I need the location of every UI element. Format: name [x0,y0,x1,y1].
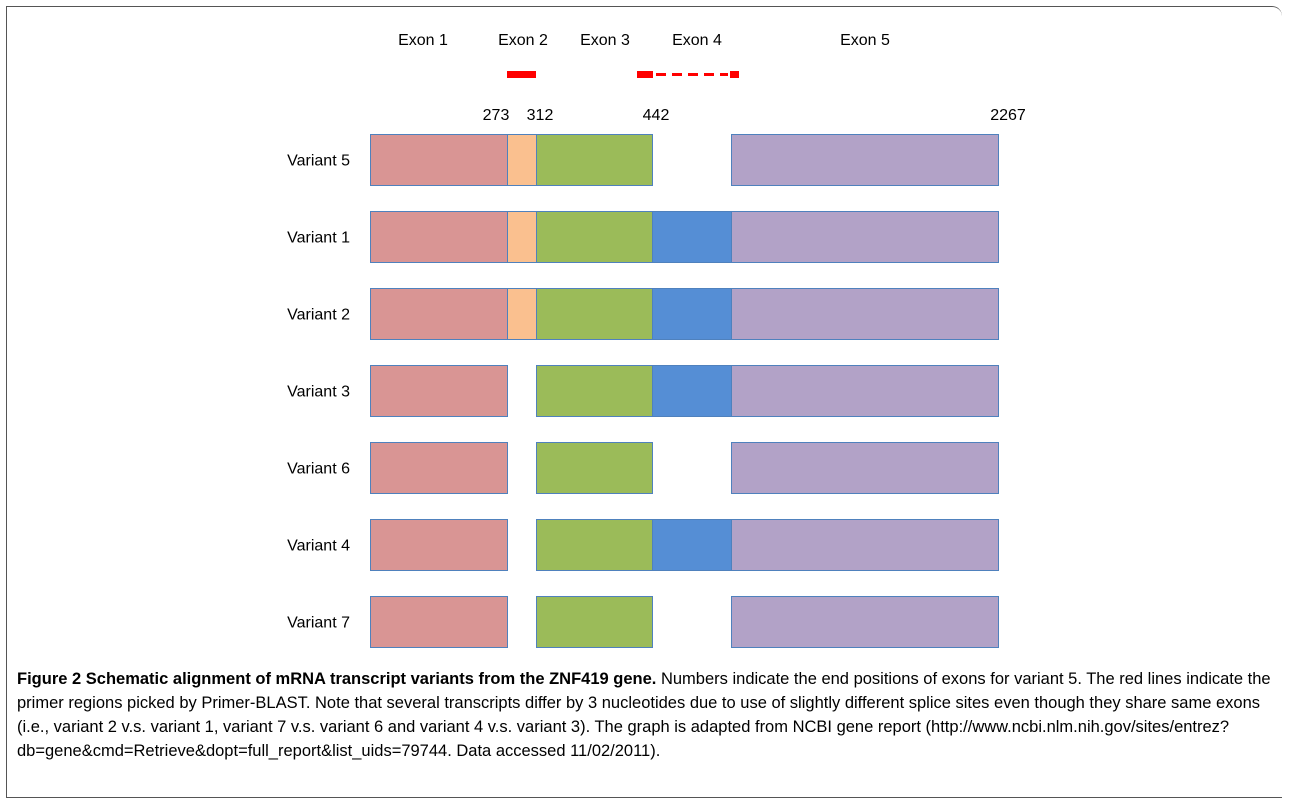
exon-5-block [731,596,999,648]
exon-4-block [652,288,732,340]
position-label-273: 273 [483,107,510,124]
exon-5-block [731,211,999,263]
variant-row: Variant 5 [287,134,999,186]
variant-row: Variant 3 [287,365,999,417]
exon-3-block [536,365,653,417]
exon-label-3: Exon 3 [580,32,630,49]
caption-body: Numbers indicate the end positions of ex… [17,670,1271,760]
exon-3-block [536,288,653,340]
exon-1-block [370,211,508,263]
exon-5-block [731,288,999,340]
figure-caption: Figure 2 Schematic alignment of mRNA tra… [17,667,1279,763]
exon-4-block [652,365,732,417]
exon-1-block [370,134,508,186]
exon-2-block [507,288,537,340]
caption-title: Figure 2 Schematic alignment of mRNA tra… [17,670,657,688]
exon-1-block [370,288,508,340]
variant-label: Variant 3 [287,384,350,401]
exon-2-block [507,134,537,186]
variant-label: Variant 2 [287,307,350,324]
variant-label: Variant 6 [287,461,350,478]
exon-5-block [731,365,999,417]
exon-1-block [370,519,508,571]
exon-3-block [536,596,653,648]
exon-5-block [731,134,999,186]
primer-reverse-end [730,71,739,78]
exon-5-block [731,519,999,571]
exon-4-block [652,211,732,263]
exon-3-block [536,442,653,494]
variant-row: Variant 6 [287,442,999,494]
exon-label-1: Exon 1 [398,32,448,49]
variant-rows: Variant 5 Variant 1 Variant 2 Variant 3 Vari… [287,134,999,648]
exon-label-2: Exon 2 [498,32,548,49]
variant-row: Variant 2 [287,288,999,340]
exon-4-block [652,519,732,571]
transcript-diagram: Exon 1 Exon 2 Exon 3 Exon 4 Exon 5 273 3… [287,32,1026,648]
exon-label-4: Exon 4 [672,32,722,49]
exon-2-block [507,211,537,263]
exon-5-block [731,442,999,494]
figure-frame [6,6,1282,798]
exon-1-block [370,442,508,494]
position-label-312: 312 [527,107,554,124]
exon-3-block [536,134,653,186]
primer-regions [507,71,739,78]
position-label-2267: 2267 [990,107,1026,124]
variant-label: Variant 5 [287,153,350,170]
variant-row: Variant 1 [287,211,999,263]
variant-label: Variant 7 [287,615,350,632]
exon-3-block [536,519,653,571]
exon-label-5: Exon 5 [840,32,890,49]
primer-reverse-start [637,71,653,78]
primer-forward [507,71,536,78]
exon-1-block [370,365,508,417]
variant-label: Variant 4 [287,538,350,555]
variant-row: Variant 7 [287,596,999,648]
variant-row: Variant 4 [287,519,999,571]
position-label-442: 442 [643,107,670,124]
exon-1-block [370,596,508,648]
exon-3-block [536,211,653,263]
variant-label: Variant 1 [287,230,350,247]
